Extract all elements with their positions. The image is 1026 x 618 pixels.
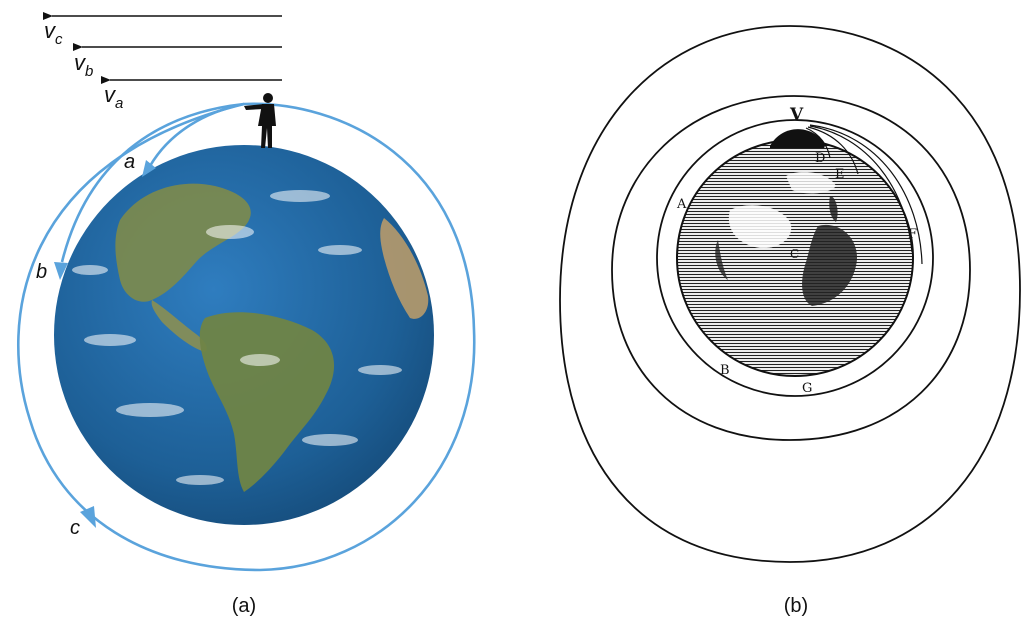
- earth-globe: [54, 145, 434, 525]
- orbit-inner: [656, 119, 934, 397]
- velocity-label-a: va: [104, 82, 123, 112]
- trajectory-a: [148, 102, 245, 167]
- trajectory-a-arrowhead: [142, 160, 156, 177]
- point-label-g: G: [802, 381, 812, 396]
- trajectory-label-b: b: [36, 261, 47, 283]
- trajectory-label-c: c: [70, 517, 80, 539]
- panel-a: vc vb va: [17, 12, 476, 617]
- trajectory-c: [17, 102, 476, 572]
- trajectory-b: [60, 102, 245, 263]
- trajectory-b-arrowhead: [54, 262, 68, 280]
- trajectory-label-a: a: [124, 151, 135, 173]
- person-silhouette: [244, 93, 276, 148]
- velocity-label-b: vb: [74, 50, 93, 80]
- point-label-e: E: [835, 167, 845, 182]
- point-label-v: V: [789, 105, 804, 125]
- panel-b: V D E A F C B G (b): [559, 25, 1021, 617]
- point-label-d: D: [815, 151, 825, 166]
- engraved-earth: [676, 124, 923, 377]
- orbit-outer: [559, 25, 1021, 563]
- velocity-label-c: vc: [44, 18, 63, 48]
- point-label-b: B: [720, 363, 730, 378]
- trajectory-c-arrowhead: [80, 506, 96, 528]
- point-label-f: F: [908, 227, 917, 242]
- caption-a: (a): [232, 595, 256, 617]
- orbit-middle: [611, 95, 971, 441]
- point-label-c: C: [790, 247, 799, 261]
- point-label-a: A: [676, 197, 687, 212]
- caption-b: (b): [784, 595, 808, 617]
